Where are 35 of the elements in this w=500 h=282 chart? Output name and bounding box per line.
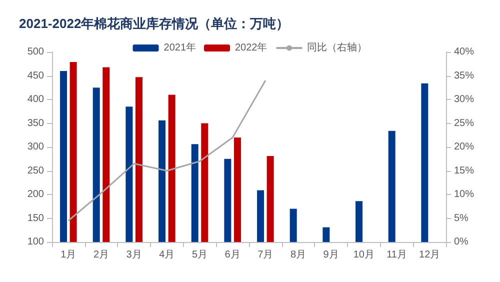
- y2-tick-label: 25%: [454, 118, 474, 129]
- y-tick-label: 200: [27, 189, 44, 200]
- y-tick-label: 250: [27, 165, 44, 176]
- y2-tick-label: 35%: [454, 70, 474, 82]
- x-tick-label: 12月: [419, 250, 440, 260]
- y-tick-label: 300: [27, 142, 44, 152]
- y-tick-label: 400: [27, 94, 44, 105]
- x-tick-label: 5月: [192, 250, 208, 260]
- x-tick-label: 4月: [159, 250, 175, 260]
- legend-label: 同比（右轴）: [307, 42, 368, 54]
- line-series: [68, 80, 266, 222]
- y-tick-label: 500: [27, 46, 44, 58]
- x-tick-label: 8月: [290, 250, 306, 260]
- y2-tick-label: 10%: [454, 189, 474, 200]
- legend-label: 2022年: [235, 42, 268, 54]
- y2-tick-label: 40%: [454, 46, 474, 58]
- y-tick-label: 100: [27, 236, 44, 248]
- chart-title: 2021-2022年棉花商业库存情况（单位：万吨）: [19, 16, 290, 31]
- x-tick-label: 10月: [353, 250, 374, 260]
- y2-tick-label: 20%: [454, 142, 474, 152]
- x-tick-label: 7月: [258, 250, 274, 260]
- y-tick-label: 150: [27, 212, 44, 224]
- y2-tick-label: 0%: [454, 236, 469, 248]
- y2-tick-label: 30%: [454, 94, 474, 105]
- y2-tick-label: 15%: [454, 165, 474, 176]
- legend-label: 2021年: [164, 42, 196, 54]
- y-tick-label: 450: [27, 70, 44, 82]
- x-tick-label: 6月: [224, 250, 240, 260]
- x-tick-label: 3月: [126, 250, 142, 260]
- x-tick-label: 11月: [386, 250, 407, 260]
- x-tick-label: 1月: [60, 250, 76, 260]
- y2-tick-label: 5%: [454, 212, 469, 224]
- x-tick-label: 2月: [93, 250, 110, 260]
- y-tick-label: 350: [27, 118, 44, 129]
- x-tick-label: 9月: [323, 250, 339, 260]
